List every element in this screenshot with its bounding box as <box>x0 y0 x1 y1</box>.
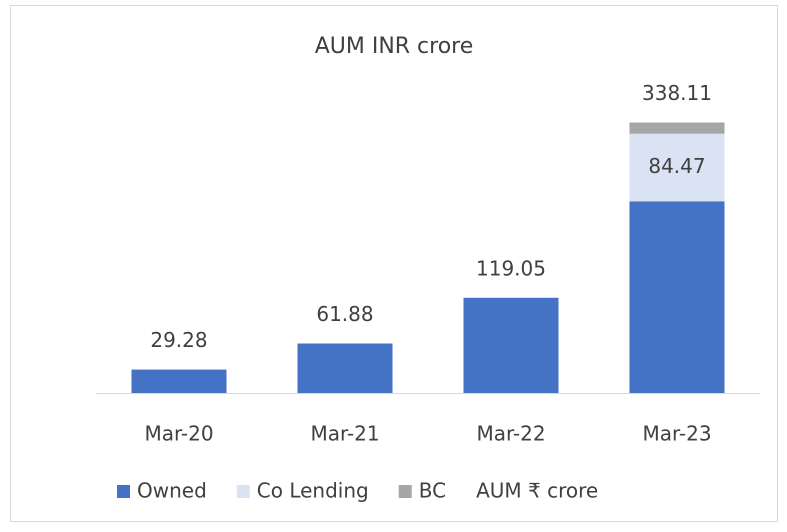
bar-segment <box>131 369 227 393</box>
data-label: 84.47 <box>648 154 705 178</box>
data-label: 338.11 <box>642 81 712 105</box>
data-label: 119.05 <box>476 256 546 280</box>
chart-title: AUM INR crore <box>315 34 474 59</box>
legend-swatch <box>236 485 250 498</box>
data-label: 29.28 <box>150 328 207 352</box>
bar-segment <box>297 343 393 393</box>
bar-segment <box>463 297 559 393</box>
legend-label: Co Lending <box>257 479 369 503</box>
x-tick-label: Mar-22 <box>476 422 545 446</box>
x-tick-label: Mar-23 <box>642 422 711 446</box>
legend-swatch <box>398 485 412 498</box>
legend-swatch <box>117 485 130 498</box>
legend-label: AUM ₹ crore <box>476 479 598 503</box>
legend-label: BC <box>419 479 446 503</box>
data-label: 61.88 <box>316 302 373 326</box>
bar-segment <box>629 201 725 393</box>
bar-segment <box>629 133 725 202</box>
x-tick-label: Mar-20 <box>144 422 213 446</box>
x-tick-label: Mar-21 <box>310 422 379 446</box>
legend-label: Owned <box>137 479 207 503</box>
bar-segment <box>629 122 725 134</box>
